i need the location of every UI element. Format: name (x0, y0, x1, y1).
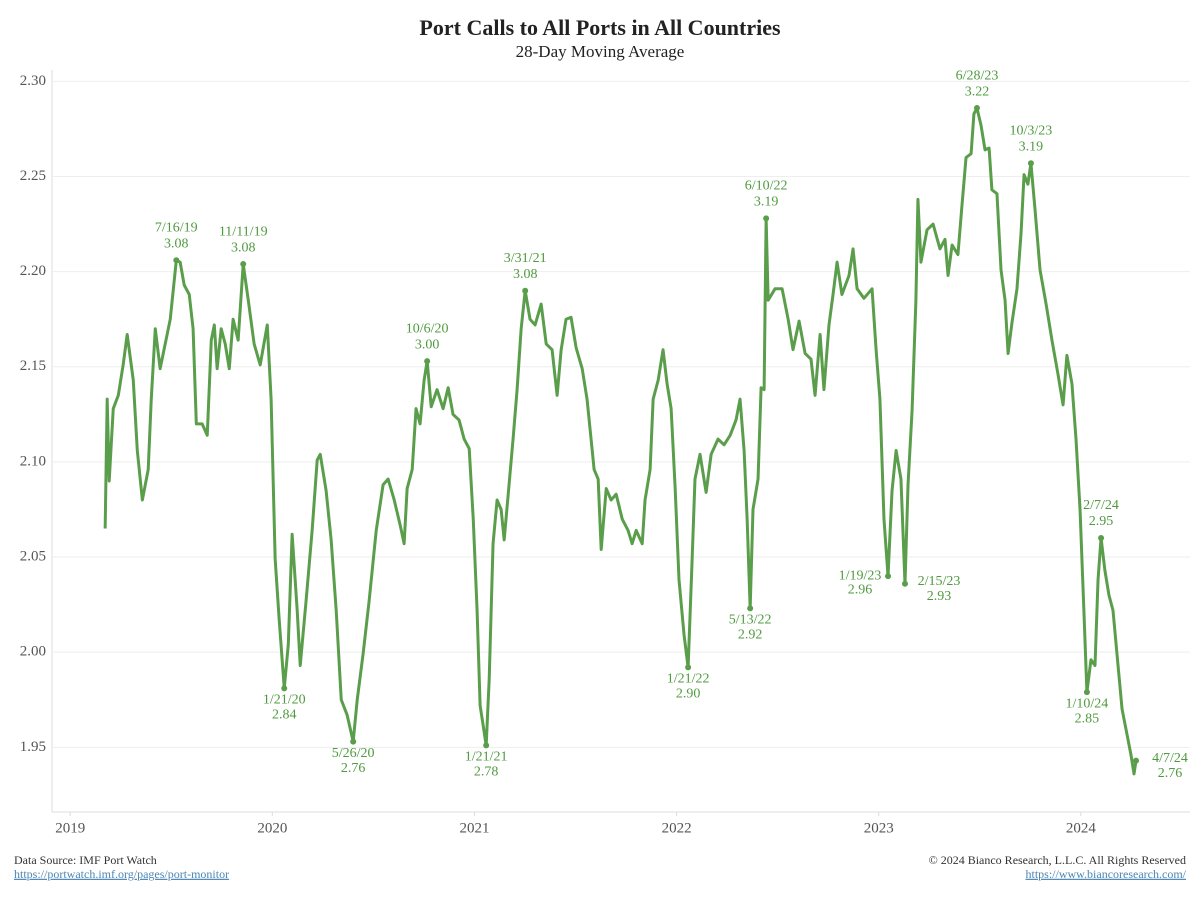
annotation-value: 2.76 (341, 761, 366, 776)
annotation-dot (901, 580, 908, 587)
annotation-value: 3.22 (965, 84, 990, 99)
annotation-date: 1/19/23 (839, 568, 882, 583)
y-tick-label: 2.10 (20, 453, 46, 469)
annotation-date: 10/6/20 (406, 321, 449, 336)
x-tick-label: 2021 (459, 820, 489, 836)
annotation-dot (483, 742, 490, 749)
data-line (103, 106, 1138, 776)
y-tick-label: 2.20 (20, 263, 46, 279)
annotation-date: 5/13/22 (729, 613, 772, 628)
annotation-value: 3.19 (1019, 139, 1044, 154)
annotation-value: 2.84 (272, 708, 297, 723)
annotation-dot (1027, 160, 1034, 167)
annotation-value: 2.93 (927, 589, 952, 604)
annotation-date: 5/26/20 (332, 746, 375, 761)
y-tick-label: 1.95 (20, 739, 46, 755)
annotation-date: 3/31/21 (504, 251, 547, 266)
annotation-value: 2.78 (474, 765, 499, 780)
annotation-value: 3.08 (231, 240, 256, 255)
annotation-dot (522, 287, 529, 294)
source-link[interactable]: https://portwatch.imf.org/pages/port-mon… (14, 867, 229, 881)
annotation-date: 2/7/24 (1083, 498, 1119, 513)
annotation-value: 2.92 (738, 628, 763, 643)
x-tick-label: 2019 (55, 820, 85, 836)
annotation-value: 3.08 (164, 236, 189, 251)
y-tick-label: 2.05 (20, 548, 46, 564)
annotation-dot (885, 573, 892, 580)
annotation-date: 11/11/19 (219, 224, 268, 239)
annotation-dot (240, 261, 247, 268)
annotation-dot (173, 257, 180, 264)
annotation-value: 3.08 (513, 267, 538, 282)
annotation-value: 2.95 (1089, 514, 1114, 529)
annotation-value: 3.00 (415, 337, 440, 352)
annotation-dot (747, 605, 754, 612)
annotation-date: 7/16/19 (155, 220, 198, 235)
annotation-date: 1/10/24 (1066, 696, 1109, 711)
annotation-dot (350, 738, 357, 745)
y-tick-label: 2.00 (20, 644, 46, 660)
annotation-dot (1098, 535, 1105, 542)
x-tick-label: 2022 (662, 820, 692, 836)
x-tick-label: 2024 (1066, 820, 1097, 836)
site-link[interactable]: https://www.biancoresearch.com/ (1025, 867, 1186, 881)
y-tick-label: 2.15 (20, 358, 46, 374)
annotation-date: 1/21/21 (465, 750, 508, 765)
chart-title: Port Calls to All Ports in All Countries (419, 15, 781, 40)
annotation-dot (1133, 757, 1140, 764)
annotation-date: 4/7/24 (1152, 751, 1188, 766)
annotation-dot (424, 358, 431, 365)
annotation-date: 2/15/23 (918, 574, 961, 589)
annotation-dot (1083, 689, 1090, 696)
x-tick-label: 2023 (864, 820, 894, 836)
chart-subtitle: 28-Day Moving Average (516, 42, 685, 61)
annotation-dot (281, 685, 288, 692)
annotation-dot (685, 664, 692, 671)
annotation-value: 2.76 (1158, 766, 1183, 781)
annotation-value: 2.90 (676, 687, 701, 702)
annotation-value: 3.19 (754, 195, 779, 210)
annotation-dot (973, 105, 980, 112)
annotation-value: 2.96 (848, 582, 873, 597)
y-tick-label: 2.30 (20, 73, 46, 89)
source-text: Data Source: IMF Port Watch (14, 853, 157, 867)
annotation-date: 1/21/20 (263, 693, 306, 708)
y-tick-label: 2.25 (20, 168, 46, 184)
annotation-date: 6/10/22 (745, 179, 788, 194)
annotation-value: 2.85 (1075, 711, 1100, 726)
annotation-date: 10/3/23 (1010, 123, 1053, 138)
copyright-text: © 2024 Bianco Research, L.L.C. All Right… (929, 853, 1186, 867)
x-tick-label: 2020 (257, 820, 287, 836)
annotation-date: 6/28/23 (956, 68, 999, 83)
annotation-date: 1/21/22 (667, 672, 710, 687)
annotation-dot (763, 215, 770, 222)
